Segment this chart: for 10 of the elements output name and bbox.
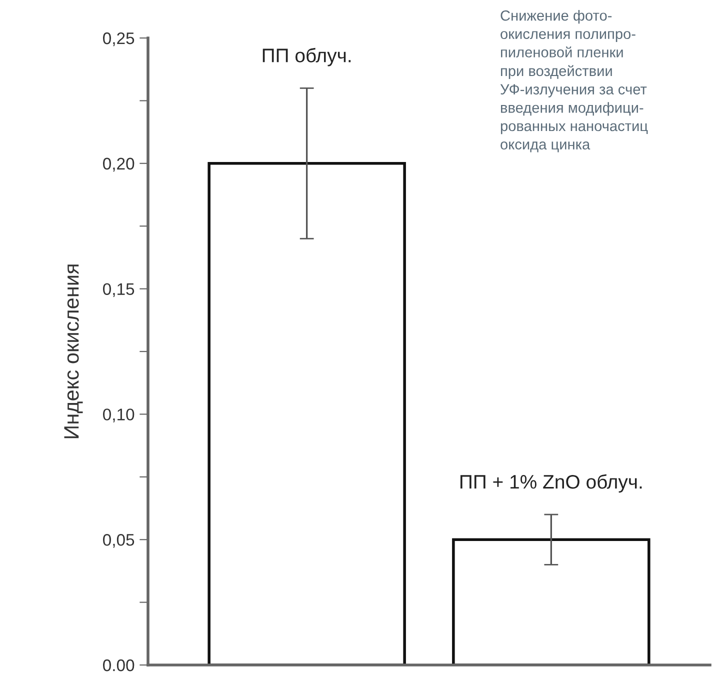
y-tick-label: 0.00	[103, 659, 134, 672]
y-tick-label: 0,05	[103, 534, 134, 548]
y-tick-label: 0,10	[103, 408, 134, 422]
y-tick-label: 0,20	[103, 158, 134, 172]
y-tick-label: 0,15	[103, 283, 134, 297]
annotation: Снижение фото- окисления полипро- пиленовой пленки при воздействии УФ-излучения за счет введения модифици- рованных наночастиц оксида цинка	[500, 10, 648, 152]
y-tick-label: 0,25	[103, 32, 134, 46]
x-tick-label: ПП + 1% ZnO облуч.	[460, 474, 642, 493]
x-tick-label: ПП облуч.	[262, 48, 351, 66]
y-axis-title: Индекс окисления	[64, 264, 83, 438]
